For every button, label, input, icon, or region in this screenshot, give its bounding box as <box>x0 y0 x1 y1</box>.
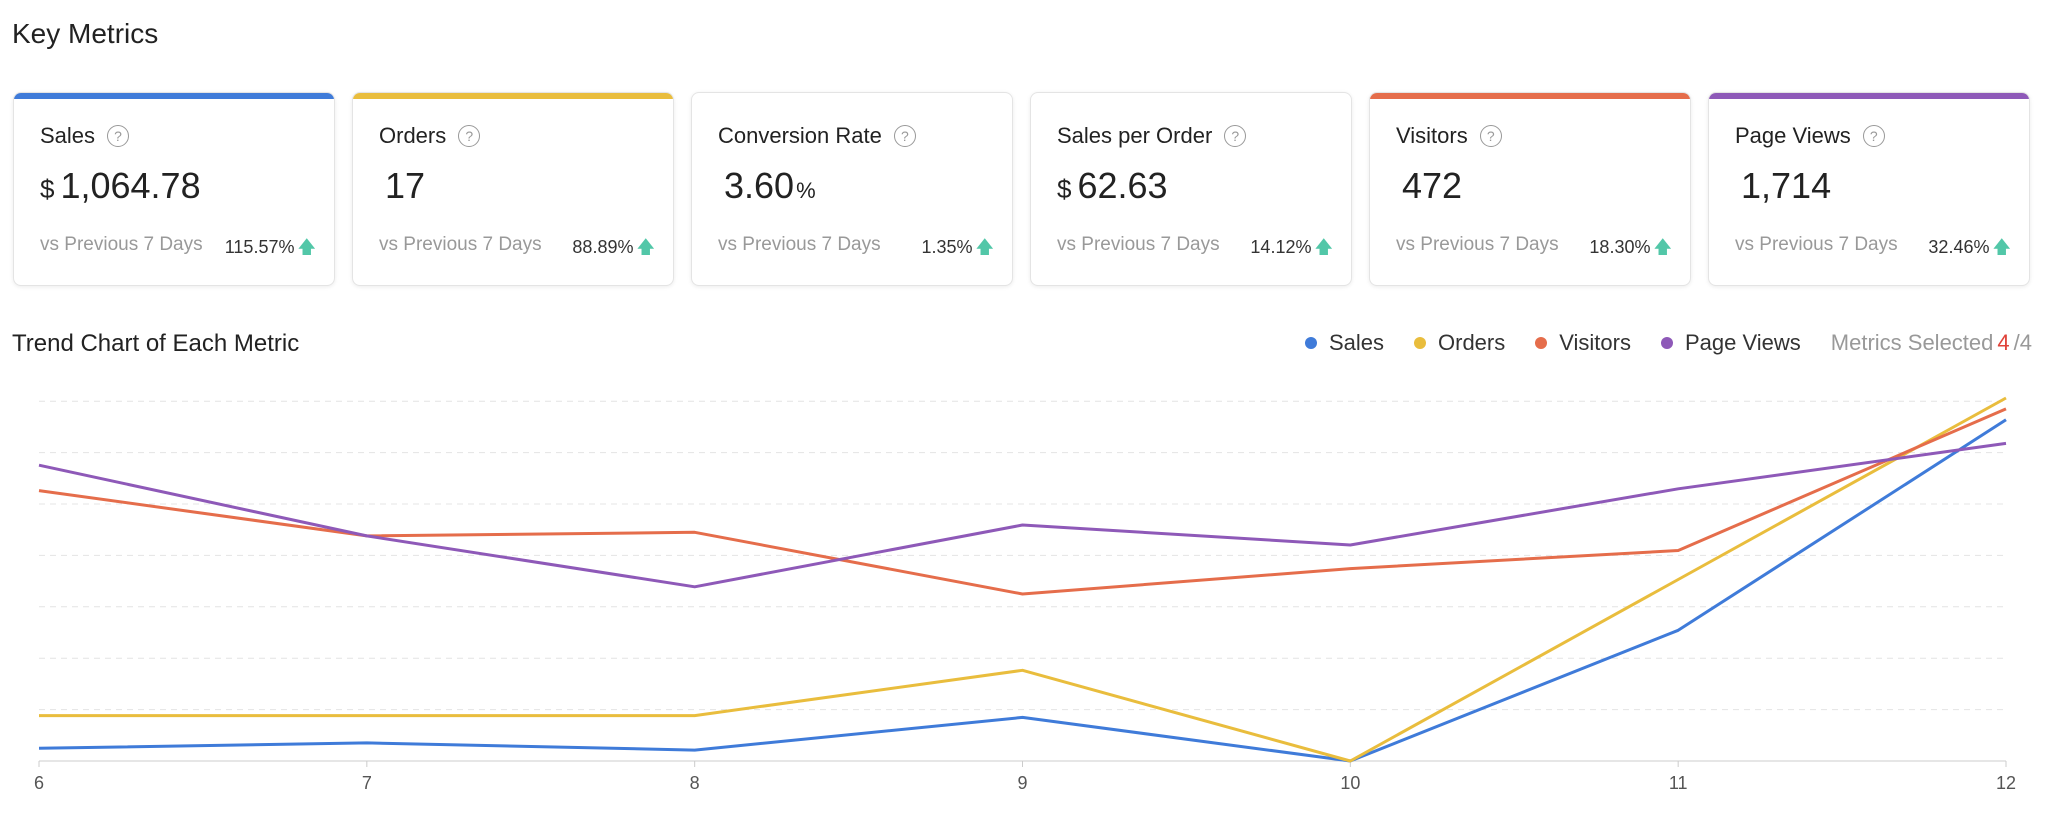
legend-label: Visitors <box>1559 330 1631 355</box>
change-percent: 1.35% 🡅 <box>921 237 994 257</box>
comparison-label: vs Previous 7 Days <box>718 234 881 255</box>
metric-value: 62.63 <box>1077 165 1168 206</box>
metrics-selected-indicator[interactable]: Metrics Selected 4/4 <box>1830 330 2032 355</box>
metric-value: 1,064.78 <box>60 165 201 206</box>
legend-label: Orders <box>1438 330 1506 355</box>
card-accent-bar <box>1709 93 2029 99</box>
question-circle-icon[interactable]: ? <box>458 125 481 147</box>
card-accent-bar <box>14 93 334 99</box>
question-circle-icon[interactable]: ? <box>1479 125 1502 147</box>
metric-cards: Sales? $1,064.78 vs Previous 7 Days 115.… <box>13 92 2033 288</box>
legend-item-visitors[interactable]: Visitors <box>1535 330 1631 356</box>
x-tick-label: 6 <box>34 773 44 793</box>
legend-item-page-views[interactable]: Page Views <box>1660 330 1801 356</box>
metric-label: Visitors <box>1396 123 1468 148</box>
metric-label: Sales <box>40 123 96 148</box>
unit-suffix: % <box>796 178 816 203</box>
arrow-up-icon: 🡅 <box>1992 237 2011 257</box>
metric-value: 3.60 <box>724 165 795 206</box>
arrow-up-icon: 🡅 <box>636 237 655 257</box>
currency-symbol: $ <box>1057 174 1072 204</box>
question-circle-icon[interactable]: ? <box>893 125 916 147</box>
x-tick-label: 12 <box>1996 773 2016 793</box>
legend-dot <box>1535 337 1548 349</box>
question-circle-icon[interactable]: ? <box>1862 125 1885 147</box>
x-tick-label: 7 <box>362 773 372 793</box>
change-percent: 88.89% 🡅 <box>572 237 655 257</box>
trend-line-chart: 6 7 8 9 10 11 12 <box>34 396 2016 793</box>
metric-card-visitors[interactable]: Visitors? 472 vs Previous 7 Days 18.30% 🡅 <box>1369 92 1691 286</box>
chart-legend: Sales Orders Visitors Page Views Metrics… <box>1304 328 2032 358</box>
comparison-label: vs Previous 7 Days <box>379 234 542 255</box>
series-line-orders[interactable] <box>39 396 2007 763</box>
metric-card-sales[interactable]: Sales? $1,064.78 vs Previous 7 Days 115.… <box>13 92 335 286</box>
metric-label: Conversion Rate <box>718 123 882 148</box>
metric-label: Page Views <box>1735 123 1851 148</box>
comparison-label: vs Previous 7 Days <box>40 234 203 255</box>
metric-label: Orders <box>379 123 447 148</box>
currency-symbol: $ <box>40 174 55 204</box>
change-percent: 14.12% 🡅 <box>1250 237 1333 257</box>
selected-count: 4 <box>1997 330 2010 355</box>
legend-label: Page Views <box>1684 330 1801 355</box>
legend-dot <box>1414 337 1426 349</box>
x-tick-label: 10 <box>1340 773 1360 793</box>
total-count: /4 <box>2013 330 2032 355</box>
question-circle-icon[interactable]: ? <box>107 125 130 147</box>
metric-card-page-views[interactable]: Page Views? 1,714 vs Previous 7 Days 32.… <box>1708 92 2030 286</box>
change-percent: 32.46% 🡅 <box>1928 237 2011 257</box>
metric-label: Sales per Order <box>1057 123 1213 148</box>
x-tick-label: 9 <box>1017 773 1027 793</box>
change-percent: 115.57% 🡅 <box>224 237 316 257</box>
trend-chart-title: Trend Chart of Each Metric <box>12 330 300 357</box>
metric-card-sales-per-order[interactable]: Sales per Order? $62.63 vs Previous 7 Da… <box>1030 92 1352 286</box>
x-tick-label: 8 <box>690 773 700 793</box>
series-line-sales[interactable] <box>38 418 2007 763</box>
metric-card-orders[interactable]: Orders? 17 vs Previous 7 Days 88.89% 🡅 <box>352 92 674 286</box>
card-accent-bar <box>353 93 673 99</box>
legend-item-orders[interactable]: Orders <box>1414 330 1505 356</box>
comparison-label: vs Previous 7 Days <box>1057 234 1220 255</box>
x-tick-label: 11 <box>1669 773 1688 793</box>
arrow-up-icon: 🡅 <box>975 237 994 257</box>
comparison-label: vs Previous 7 Days <box>1396 234 1559 255</box>
metric-card-conversion-rate[interactable]: Conversion Rate? 3.60% vs Previous 7 Day… <box>691 92 1013 286</box>
legend-item-sales[interactable]: Sales <box>1304 330 1384 356</box>
arrow-up-icon: 🡅 <box>297 237 316 257</box>
metric-value: 1,714 <box>1741 165 1832 206</box>
key-metrics-title: Key Metrics <box>12 18 159 49</box>
series-line-visitors[interactable] <box>38 407 2007 596</box>
comparison-label: vs Previous 7 Days <box>1735 234 1898 255</box>
arrow-up-icon: 🡅 <box>1314 237 1333 257</box>
metric-value: 472 <box>1402 165 1463 206</box>
question-circle-icon[interactable]: ? <box>1224 125 1247 147</box>
arrow-up-icon: 🡅 <box>1653 237 1672 257</box>
legend-dot <box>1660 337 1673 349</box>
legend-label: Sales <box>1328 330 1384 355</box>
legend-dot <box>1304 337 1317 349</box>
card-accent-bar <box>1370 93 1690 99</box>
series-line-page-views[interactable] <box>38 441 2007 589</box>
metric-value: 17 <box>385 165 426 206</box>
change-percent: 18.30% 🡅 <box>1589 237 1672 257</box>
